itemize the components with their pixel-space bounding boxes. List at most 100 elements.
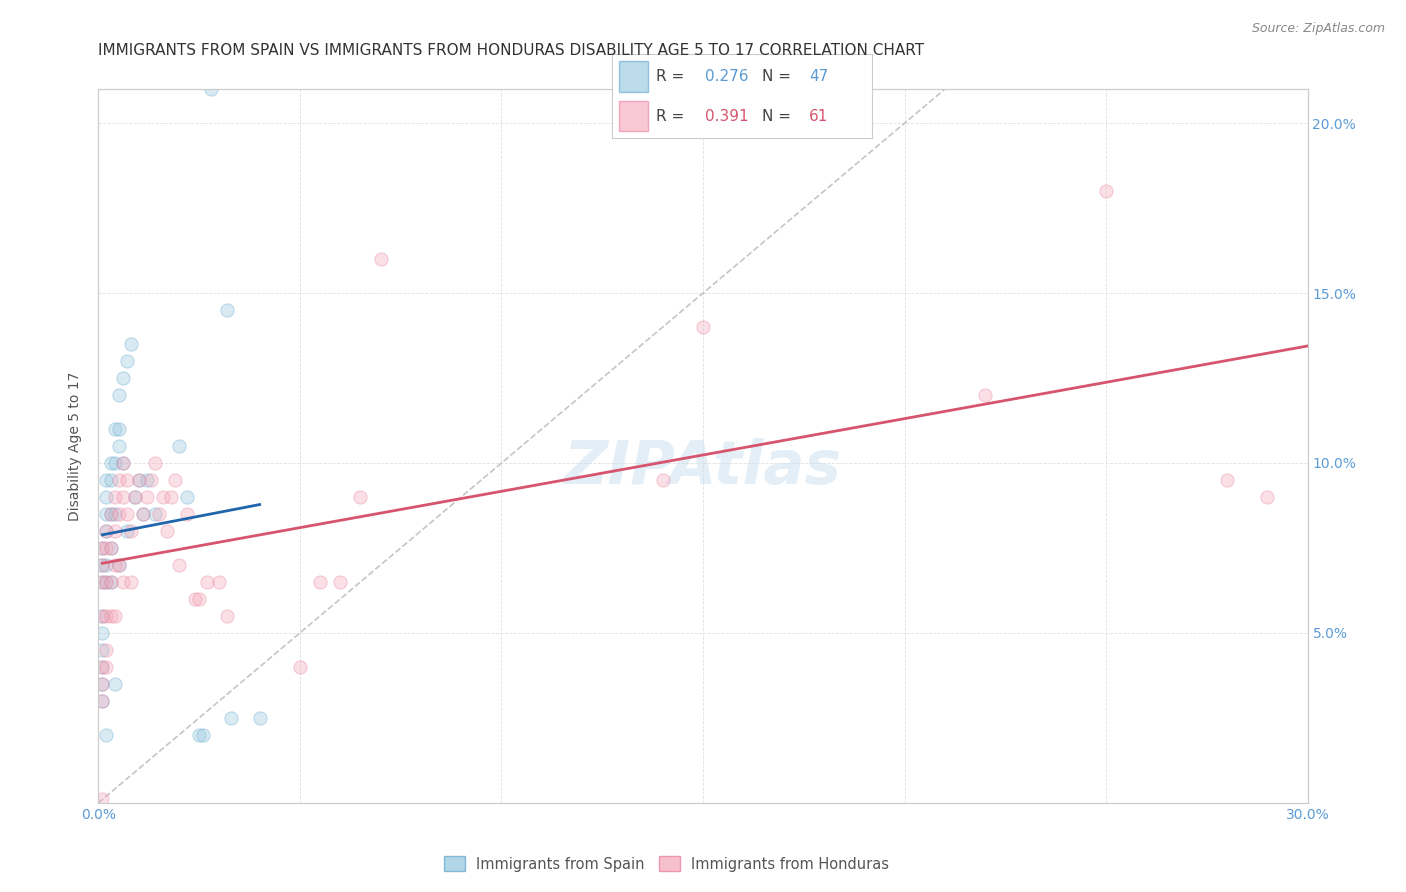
Text: R =: R = <box>655 109 689 124</box>
Point <box>132 507 155 521</box>
Point <box>349 490 371 504</box>
Point <box>111 456 134 470</box>
Point <box>124 490 146 504</box>
Point <box>120 524 142 538</box>
Point <box>329 574 352 589</box>
Text: 0.276: 0.276 <box>706 69 749 84</box>
Point <box>1095 184 1118 198</box>
Point <box>91 541 114 555</box>
Point <box>100 574 122 589</box>
Point <box>107 439 129 453</box>
Point <box>115 473 138 487</box>
Point <box>651 473 673 487</box>
Point <box>309 574 332 589</box>
Point <box>100 507 122 521</box>
Point <box>107 422 129 436</box>
Legend: Immigrants from Spain, Immigrants from Honduras: Immigrants from Spain, Immigrants from H… <box>439 850 896 878</box>
Point <box>167 558 190 572</box>
Text: IMMIGRANTS FROM SPAIN VS IMMIGRANTS FROM HONDURAS DISABILITY AGE 5 TO 17 CORRELA: IMMIGRANTS FROM SPAIN VS IMMIGRANTS FROM… <box>98 43 925 58</box>
Point <box>96 507 118 521</box>
Point <box>143 507 166 521</box>
FancyBboxPatch shape <box>620 101 648 131</box>
Point <box>195 574 218 589</box>
Point <box>193 728 215 742</box>
Point <box>107 507 129 521</box>
Point <box>91 608 114 623</box>
Point <box>115 524 138 538</box>
Point <box>135 490 157 504</box>
Point <box>249 711 271 725</box>
Point <box>188 728 211 742</box>
Point <box>96 524 118 538</box>
Point <box>176 490 198 504</box>
Point <box>111 371 134 385</box>
Point <box>120 574 142 589</box>
Point <box>124 490 146 504</box>
Point <box>217 303 239 318</box>
Point <box>96 473 118 487</box>
Point <box>107 558 129 572</box>
Point <box>91 626 114 640</box>
Point <box>91 694 114 708</box>
Text: Source: ZipAtlas.com: Source: ZipAtlas.com <box>1251 22 1385 36</box>
Point <box>163 473 186 487</box>
Point <box>91 574 114 589</box>
Point <box>103 558 125 572</box>
Point <box>1256 490 1278 504</box>
Point <box>217 608 239 623</box>
Point <box>176 507 198 521</box>
Point <box>115 507 138 521</box>
Point <box>91 694 114 708</box>
Text: N =: N = <box>762 69 796 84</box>
Point <box>91 541 114 555</box>
Point <box>111 574 134 589</box>
Point <box>103 456 125 470</box>
Point <box>111 490 134 504</box>
Point <box>107 558 129 572</box>
Point <box>156 524 179 538</box>
Point <box>91 558 114 572</box>
Point <box>152 490 174 504</box>
Point <box>184 591 207 606</box>
Text: 47: 47 <box>810 69 828 84</box>
Point <box>370 252 392 266</box>
Point <box>221 711 243 725</box>
Point <box>135 473 157 487</box>
Point <box>91 643 114 657</box>
Point <box>132 507 155 521</box>
Point <box>96 490 118 504</box>
Point <box>120 337 142 351</box>
Point <box>139 473 162 487</box>
Point <box>91 608 114 623</box>
Point <box>103 524 125 538</box>
Text: 61: 61 <box>810 109 828 124</box>
Text: 0.391: 0.391 <box>706 109 749 124</box>
Point <box>103 507 125 521</box>
Point <box>1216 473 1239 487</box>
Point <box>100 507 122 521</box>
Point <box>96 574 118 589</box>
Text: ZIPAtlas: ZIPAtlas <box>564 438 842 497</box>
Point <box>91 660 114 674</box>
Point <box>111 456 134 470</box>
Point <box>160 490 183 504</box>
Point <box>91 677 114 691</box>
FancyBboxPatch shape <box>620 62 648 92</box>
Point <box>100 608 122 623</box>
Point <box>100 541 122 555</box>
Point <box>143 456 166 470</box>
Point <box>188 591 211 606</box>
Point <box>167 439 190 453</box>
Point <box>103 490 125 504</box>
Point <box>96 541 118 555</box>
Point <box>100 456 122 470</box>
Point <box>107 473 129 487</box>
Point <box>103 608 125 623</box>
Point <box>96 643 118 657</box>
Point <box>692 320 714 334</box>
Text: N =: N = <box>762 109 796 124</box>
Point <box>208 574 231 589</box>
Point <box>103 677 125 691</box>
Point <box>96 660 118 674</box>
Point <box>96 524 118 538</box>
